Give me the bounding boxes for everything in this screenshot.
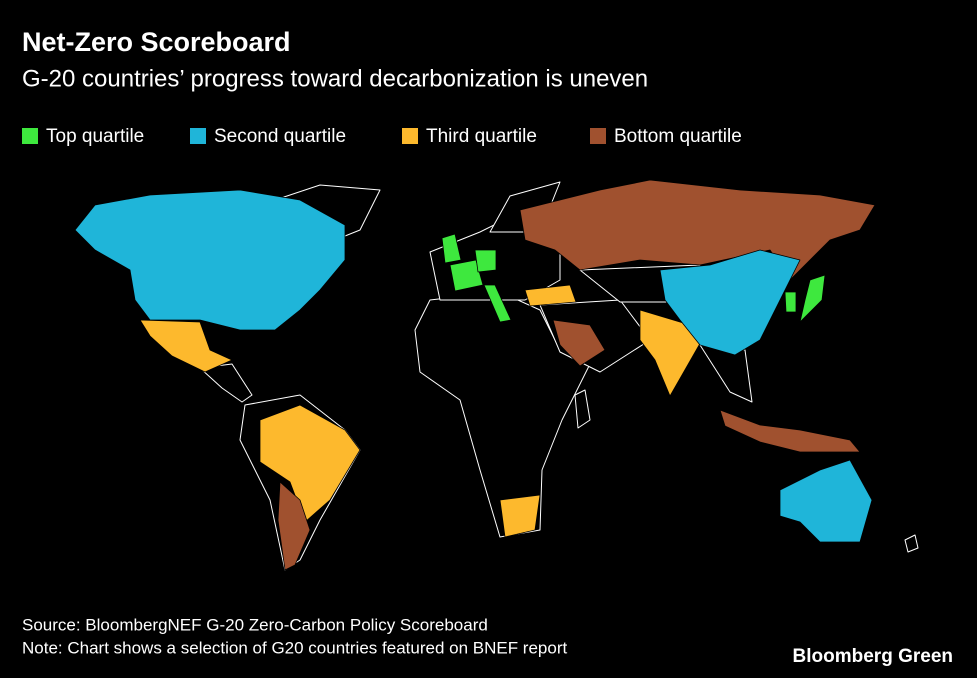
country	[259, 404, 361, 523]
country	[449, 259, 484, 292]
map	[74, 179, 919, 571]
subtitle: G-20 countries’ progress toward decarbon…	[22, 65, 648, 92]
brand: Bloomberg Green	[793, 646, 953, 667]
legend-swatch	[402, 128, 418, 144]
country	[474, 249, 497, 273]
country	[74, 189, 346, 331]
legend-label: Bottom quartile	[614, 126, 742, 147]
country	[519, 179, 876, 281]
country	[552, 319, 606, 367]
legend-label: Second quartile	[214, 126, 346, 147]
land	[199, 363, 253, 403]
country	[441, 233, 462, 264]
country	[277, 481, 311, 571]
country	[483, 284, 512, 323]
country	[784, 291, 797, 313]
source: Source: BloombergNEF G-20 Zero-Carbon Po…	[22, 615, 488, 634]
country	[139, 319, 233, 373]
land	[574, 389, 591, 429]
country	[779, 459, 873, 543]
legend-label: Top quartile	[46, 126, 144, 147]
note: Note: Chart shows a selection of G20 cou…	[22, 638, 567, 657]
legend-swatch	[590, 128, 606, 144]
country	[499, 494, 541, 538]
land	[904, 534, 919, 553]
country	[659, 249, 801, 356]
land	[414, 291, 593, 538]
country	[799, 274, 826, 323]
title: Net-Zero Scoreboard	[22, 27, 291, 57]
legend-label: Third quartile	[426, 126, 537, 147]
legend-swatch	[190, 128, 206, 144]
legend-swatch	[22, 128, 38, 144]
country	[524, 284, 577, 307]
country	[719, 409, 861, 453]
legend: Top quartile Second quartile Third quartil…	[22, 126, 742, 147]
